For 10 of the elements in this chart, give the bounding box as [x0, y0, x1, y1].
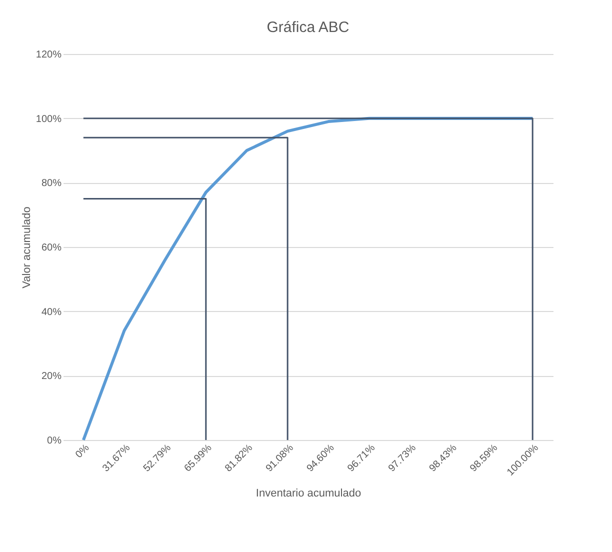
chart-title: Gráfica ABC	[266, 19, 350, 36]
y-tick-label: 60%	[41, 242, 62, 254]
y-tick-label: 40%	[41, 306, 62, 318]
y-tick-label: 80%	[41, 178, 62, 190]
y-tick-label: 100%	[36, 114, 62, 125]
y-tick-label: 120%	[36, 50, 62, 60]
y-tick-label: 20%	[41, 371, 62, 382]
y-axis-title: Valor acumulado	[20, 206, 33, 288]
x-tick-label: 0%	[74, 442, 92, 460]
x-axis-title: Inventario acumulado	[256, 487, 362, 500]
